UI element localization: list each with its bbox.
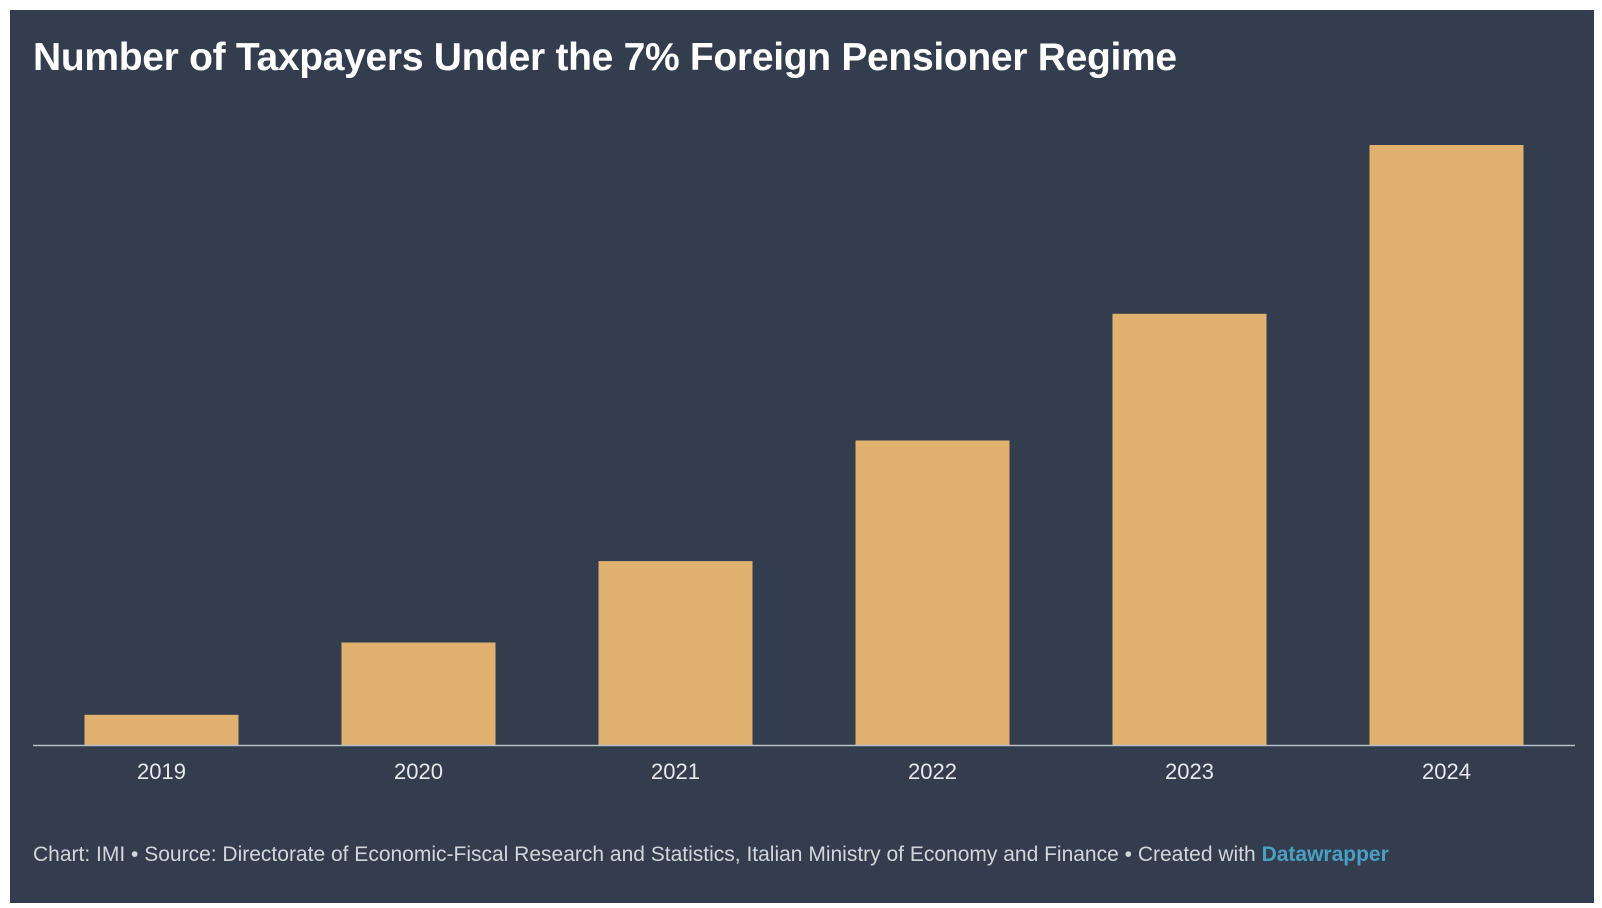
footer-separator: • — [1118, 843, 1138, 866]
x-tick-label-2021: 2021 — [651, 759, 700, 784]
x-tick-label-2023: 2023 — [1165, 759, 1214, 784]
footer-source: Source: Directorate of Economic-Fiscal R… — [144, 843, 1119, 866]
bars-group — [84, 145, 1524, 745]
bar-2021 — [598, 561, 753, 745]
bar-2024 — [1369, 145, 1524, 745]
bar-2019 — [84, 714, 239, 745]
x-tick-label-2019: 2019 — [137, 759, 186, 784]
bar-2022 — [855, 440, 1010, 745]
x-tick-label-2020: 2020 — [394, 759, 443, 784]
chart-title: Number of Taxpayers Under the 7% Foreign… — [33, 36, 1177, 79]
footer-created-with: Created with — [1137, 843, 1262, 866]
datawrapper-link[interactable]: Datawrapper — [1261, 843, 1389, 866]
chart-panel — [10, 10, 1594, 903]
footer-chart-credit: Chart: IMI — [33, 843, 126, 866]
chart-footer: Chart: IMI • Source: Directorate of Econ… — [33, 843, 1389, 867]
footer-separator: • — [125, 843, 145, 866]
bar-2020 — [341, 642, 496, 745]
bar-2023 — [1112, 313, 1267, 745]
x-tick-label-2022: 2022 — [908, 759, 957, 784]
x-tick-labels: 2019 2020 2021 2022 2023 2024 — [137, 759, 1471, 784]
x-tick-label-2024: 2024 — [1422, 759, 1471, 784]
